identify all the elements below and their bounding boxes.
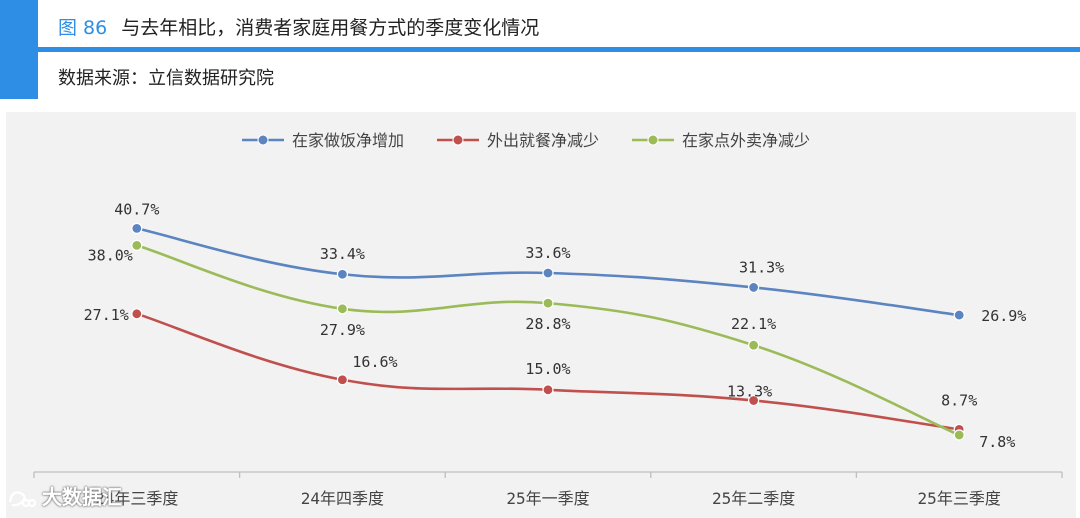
data-source: 数据来源：立信数据研究院 (58, 68, 274, 89)
legend-marker-2 (452, 134, 464, 146)
data-label-s1-1: 40.7% (114, 200, 159, 218)
legend-marker-3 (647, 134, 659, 146)
data-label-s3-4: 22.1% (731, 315, 776, 333)
legend-marker-1 (257, 134, 269, 146)
figure-label: 图 86 (58, 17, 108, 39)
data-point-s2-1 (131, 308, 143, 320)
data-point-s2-2 (336, 374, 348, 386)
x-tick-label-2: 24年四季度 (301, 489, 384, 508)
data-label-s1-2: 33.4% (320, 245, 365, 263)
data-label-s3-1: 38.0% (88, 246, 133, 264)
data-label-s1-3: 33.6% (525, 244, 570, 262)
data-label-s1-4: 31.3% (739, 258, 784, 276)
legend-label-1: 在家做饭净增加 (292, 131, 404, 150)
data-point-s2-3 (542, 384, 554, 396)
data-label-s2-4: 13.3% (727, 382, 772, 400)
data-point-s2-4 (747, 394, 760, 407)
data-point-s3-2 (336, 303, 348, 315)
figure-title-row: 图 86 与去年相比，消费者家庭用餐方式的季度变化情况 (58, 10, 539, 46)
legend-label-3: 在家点外卖净减少 (682, 131, 810, 150)
data-point-s1-4 (747, 281, 760, 294)
data-point-s3-3 (542, 297, 554, 309)
watermark-text: 大数据汇 (42, 485, 122, 509)
watermark: 大数据汇 (8, 482, 122, 512)
x-tick-label-4: 25年二季度 (712, 489, 795, 508)
chart-area: 24年三季度 24年四季度 25年一季度 25年二季度 25年三季度 40.7% 33.4%… (6, 112, 1076, 518)
data-point-s1-3 (542, 267, 554, 279)
data-label-s3-2: 27.9% (320, 321, 365, 339)
data-point-s1-2 (336, 268, 348, 280)
x-tick-label-3: 25年一季度 (506, 489, 589, 508)
data-point-s1-1 (131, 222, 143, 235)
line-chart: 24年三季度 24年四季度 25年一季度 25年二季度 25年三季度 40.7% 33.4%… (33, 131, 1063, 508)
data-point-s3-1 (131, 239, 143, 251)
data-label-s3-5: 7.8% (979, 433, 1015, 451)
data-label-s1-5: 26.9% (981, 307, 1026, 325)
figure-title: 与去年相比，消费者家庭用餐方式的季度变化情况 (121, 17, 540, 39)
watermark-logo-icon (8, 490, 36, 507)
data-point-s1-5 (953, 309, 965, 321)
data-label-s2-1: 27.1% (84, 306, 129, 324)
data-label-s2-3: 15.0% (525, 360, 570, 378)
data-label-s3-3: 28.8% (525, 315, 570, 333)
header-divider (38, 47, 1080, 52)
figure-header: 图 86 与去年相比，消费者家庭用餐方式的季度变化情况 数据来源：立信数据研究院 (0, 0, 1080, 100)
data-point-s3-5 (953, 429, 965, 441)
data-label-s2-5: 8.7% (941, 391, 977, 409)
x-tick-label-1: 24年三季度 (95, 489, 178, 508)
data-label-s2-2: 16.6% (352, 353, 397, 371)
x-tick-label-5: 25年三季度 (918, 489, 1001, 508)
header-accent-bar (0, 0, 38, 99)
data-point-s3-4 (747, 339, 760, 351)
legend-label-2: 外出就餐净减少 (487, 131, 599, 150)
